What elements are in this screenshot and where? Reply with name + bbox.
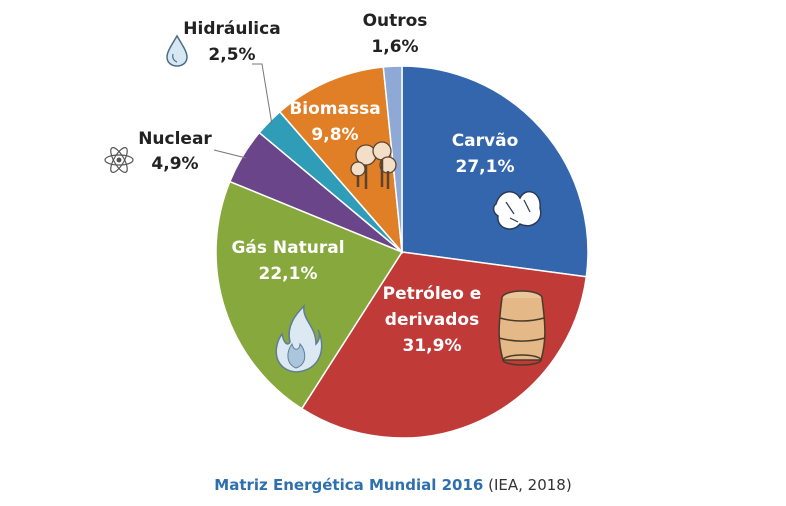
label-biomassa: Biomassa	[289, 99, 380, 119]
label-nuclear: Nuclear	[138, 129, 212, 149]
pie-slice-gas-natural	[215, 180, 404, 410]
chart-caption: Matriz Energética Mundial 2016 (IEA, 201…	[0, 476, 786, 494]
label-gas-natural: Gás Natural	[231, 238, 344, 258]
pie-slice-biomassa	[278, 66, 403, 255]
coal-icon	[492, 190, 542, 230]
label-petroleo-line2: derivados	[385, 310, 479, 330]
slice-icons	[104, 34, 546, 373]
leader-lines	[213, 63, 273, 159]
value-outros: 1,6%	[371, 37, 418, 57]
flame-icon	[275, 303, 323, 373]
slice-labels: Carvão 27,1% Petróleo e derivados 31,9% …	[138, 11, 518, 356]
value-gas-natural: 22,1%	[259, 264, 318, 284]
value-biomassa: 9,8%	[311, 125, 358, 145]
value-hidraulica: 2,5%	[208, 45, 255, 65]
atom-icon	[104, 147, 134, 173]
label-outros: Outros	[363, 11, 428, 31]
label-hidraulica: Hidráulica	[183, 19, 280, 39]
label-carvao: Carvão	[452, 131, 519, 151]
pie-chart: Carvão 27,1% Petróleo e derivados 31,9% …	[104, 11, 589, 439]
value-petroleo: 31,9%	[403, 336, 462, 356]
value-nuclear: 4,9%	[151, 154, 198, 174]
chart-source: (IEA, 2018)	[488, 476, 572, 494]
oil-barrel-icon	[498, 290, 546, 366]
trees-icon	[350, 141, 397, 189]
pie-slice-carvao	[401, 65, 589, 278]
chart-title: Matriz Energética Mundial 2016	[214, 476, 484, 494]
leader-line-hidraulica	[252, 63, 273, 125]
water-drop-icon	[166, 34, 188, 67]
leader-line-nuclear	[213, 149, 247, 159]
label-petroleo-line1: Petróleo e	[383, 284, 482, 304]
value-carvao: 27,1%	[456, 157, 515, 177]
